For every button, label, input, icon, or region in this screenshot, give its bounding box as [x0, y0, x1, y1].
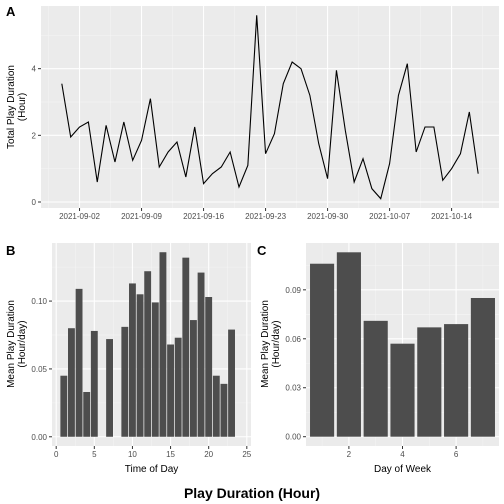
bar	[90, 330, 98, 437]
x-axis-title: Day of Week	[374, 464, 432, 475]
x-tick-label: 6	[454, 450, 459, 459]
x-axis-title: Time of Day	[125, 464, 179, 475]
bar	[60, 375, 68, 437]
x-tick-label: 2021-09-23	[245, 212, 286, 221]
bar	[444, 324, 469, 437]
series-line	[61, 15, 479, 200]
y-tick-label: 0.00	[31, 433, 47, 442]
bar	[417, 327, 442, 437]
y-tick-label: 0.03	[285, 384, 301, 393]
chart-panel-a: A 2021-09-02 2021-09-09 2021-09-16 2021-09-2…	[6, 4, 499, 221]
bar	[212, 375, 220, 437]
bar	[470, 297, 495, 437]
bar	[310, 263, 335, 437]
panel-tag: C	[257, 243, 267, 258]
y-axis-title-line: (Hour)	[17, 93, 28, 121]
x-tick-label: 0	[54, 450, 59, 459]
y-axis-title: Mean Play Duration(Hour/day)	[260, 300, 282, 388]
y-tick-label: 0.09	[285, 286, 301, 295]
x-tick-label: 10	[128, 450, 137, 459]
x-tick-label: 2	[347, 450, 352, 459]
bar	[151, 302, 159, 437]
bar	[83, 391, 91, 437]
bar	[363, 320, 388, 437]
bar	[144, 271, 152, 437]
bar	[220, 383, 228, 437]
y-tick-label: 4	[32, 65, 37, 74]
bar	[121, 326, 129, 437]
plot-background	[41, 6, 499, 208]
x-tick-label: 2021-09-02	[59, 212, 100, 221]
bar	[336, 252, 361, 437]
y-tick-label: 2	[32, 131, 37, 140]
bar	[390, 343, 415, 437]
bar	[197, 272, 205, 437]
bar	[205, 297, 213, 437]
x-tick-label: 15	[166, 450, 175, 459]
y-axis-title-line: (Hour/day)	[271, 320, 282, 367]
panel-tag: A	[6, 4, 16, 19]
x-tick-label: 20	[204, 450, 213, 459]
y-tick-label: 0	[32, 198, 37, 207]
y-axis-title-line: Total Play Duration	[6, 65, 17, 149]
bar	[190, 320, 197, 437]
bar	[129, 283, 136, 437]
y-axis-title: Mean Play Duration(Hour/day)	[6, 300, 28, 388]
bar	[167, 344, 174, 437]
y-axis-title: Total Play Duration(Hour)	[6, 65, 28, 149]
bar	[75, 288, 83, 437]
bar	[159, 252, 167, 437]
x-tick-label: 2021-09-30	[307, 212, 348, 221]
chart-panel-b: B 0 5 10 15 20 25 0.00 0.05 0.10 Time of Day Mean P…	[6, 243, 252, 475]
bar	[106, 339, 113, 437]
y-tick-label: 0.05	[31, 365, 47, 374]
bar	[228, 329, 235, 437]
x-tick-label: 2021-10-14	[431, 212, 472, 221]
figure-caption: Play Duration (Hour)	[184, 485, 320, 501]
x-tick-label: 25	[242, 450, 251, 459]
panel-tag: B	[6, 243, 15, 258]
bar	[68, 328, 75, 437]
bar	[174, 337, 182, 437]
y-axis-title-line: (Hour/day)	[17, 320, 28, 367]
y-axis-title-line: Mean Play Duration	[6, 300, 17, 388]
y-tick-label: 0.00	[285, 433, 301, 442]
x-tick-label: 2021-09-09	[121, 212, 162, 221]
x-tick-label: 2021-10-07	[369, 212, 410, 221]
chart-panel-c: C 2 4 6 0.00 0.03 0.06 0.09 Day of Week Mean Play…	[257, 243, 499, 475]
y-axis-title-line: Mean Play Duration	[260, 300, 271, 388]
x-tick-label: 2021-09-16	[183, 212, 224, 221]
bar	[182, 257, 190, 437]
y-tick-label: 0.10	[31, 297, 47, 306]
y-tick-label: 0.06	[285, 335, 301, 344]
x-tick-label: 5	[92, 450, 97, 459]
bar	[136, 294, 144, 437]
x-tick-label: 4	[400, 450, 405, 459]
